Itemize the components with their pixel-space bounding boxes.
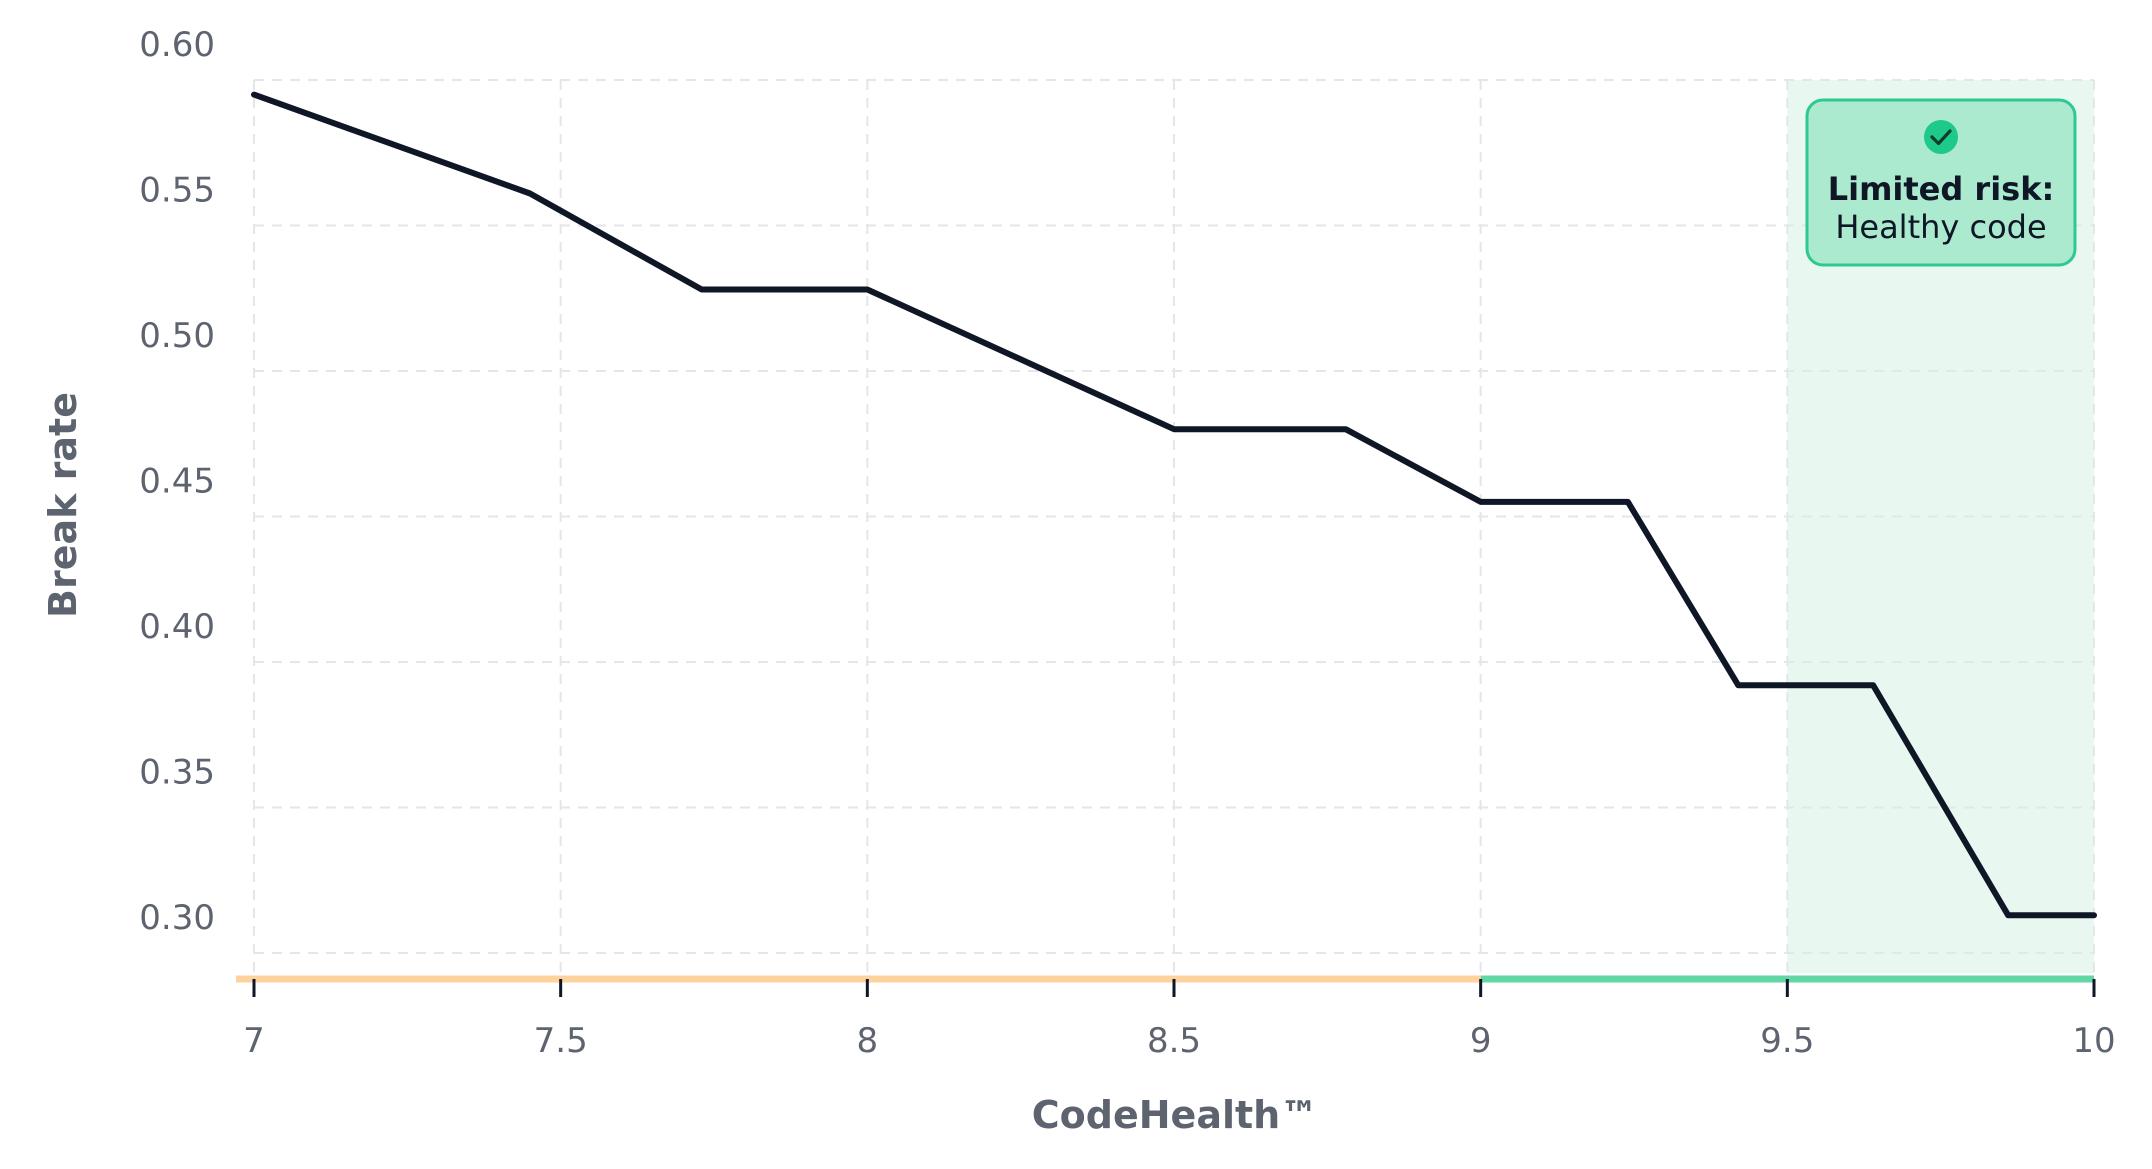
x-axis-ticks: 7 7.5 8 8.5 9 9.5 10 [243,979,2116,1061]
badge-title: Limited risk: [1828,170,2055,208]
x-tick-label-5: 9.5 [1760,1021,1814,1061]
x-tick-label-0: 7 [243,1021,265,1061]
y-tick-label-0: 0.30 [139,898,215,938]
x-tick-label-4: 9 [1470,1021,1492,1061]
check-circle-icon [1924,120,1958,154]
y-tick-label-3: 0.45 [139,462,215,502]
badge-subtitle: Healthy code [1835,208,2046,246]
limited-risk-badge: Limited risk: Healthy code [1805,98,2077,267]
badge-box [1805,98,2077,267]
break-rate-series-line [251,91,2097,919]
grid [253,79,2095,973]
y-axis-ticks: 0.30 0.35 0.40 0.45 0.50 0.55 0.60 [139,25,215,938]
y-tick-label-5: 0.55 [139,171,215,211]
y-tick-label-2: 0.40 [139,607,215,647]
y-tick-label-6: 0.60 [139,25,215,65]
x-tick-label-6: 10 [2072,1021,2115,1061]
x-axis-title: CodeHealth™ [1032,1093,1318,1137]
y-axis-title: Break rate [41,392,85,618]
x-tick-label-2: 8 [857,1021,879,1061]
x-tick-label-1: 7.5 [534,1021,588,1061]
x-tick-label-3: 8.5 [1147,1021,1201,1061]
y-tick-label-1: 0.35 [139,753,215,793]
y-tick-label-4: 0.50 [139,316,215,356]
